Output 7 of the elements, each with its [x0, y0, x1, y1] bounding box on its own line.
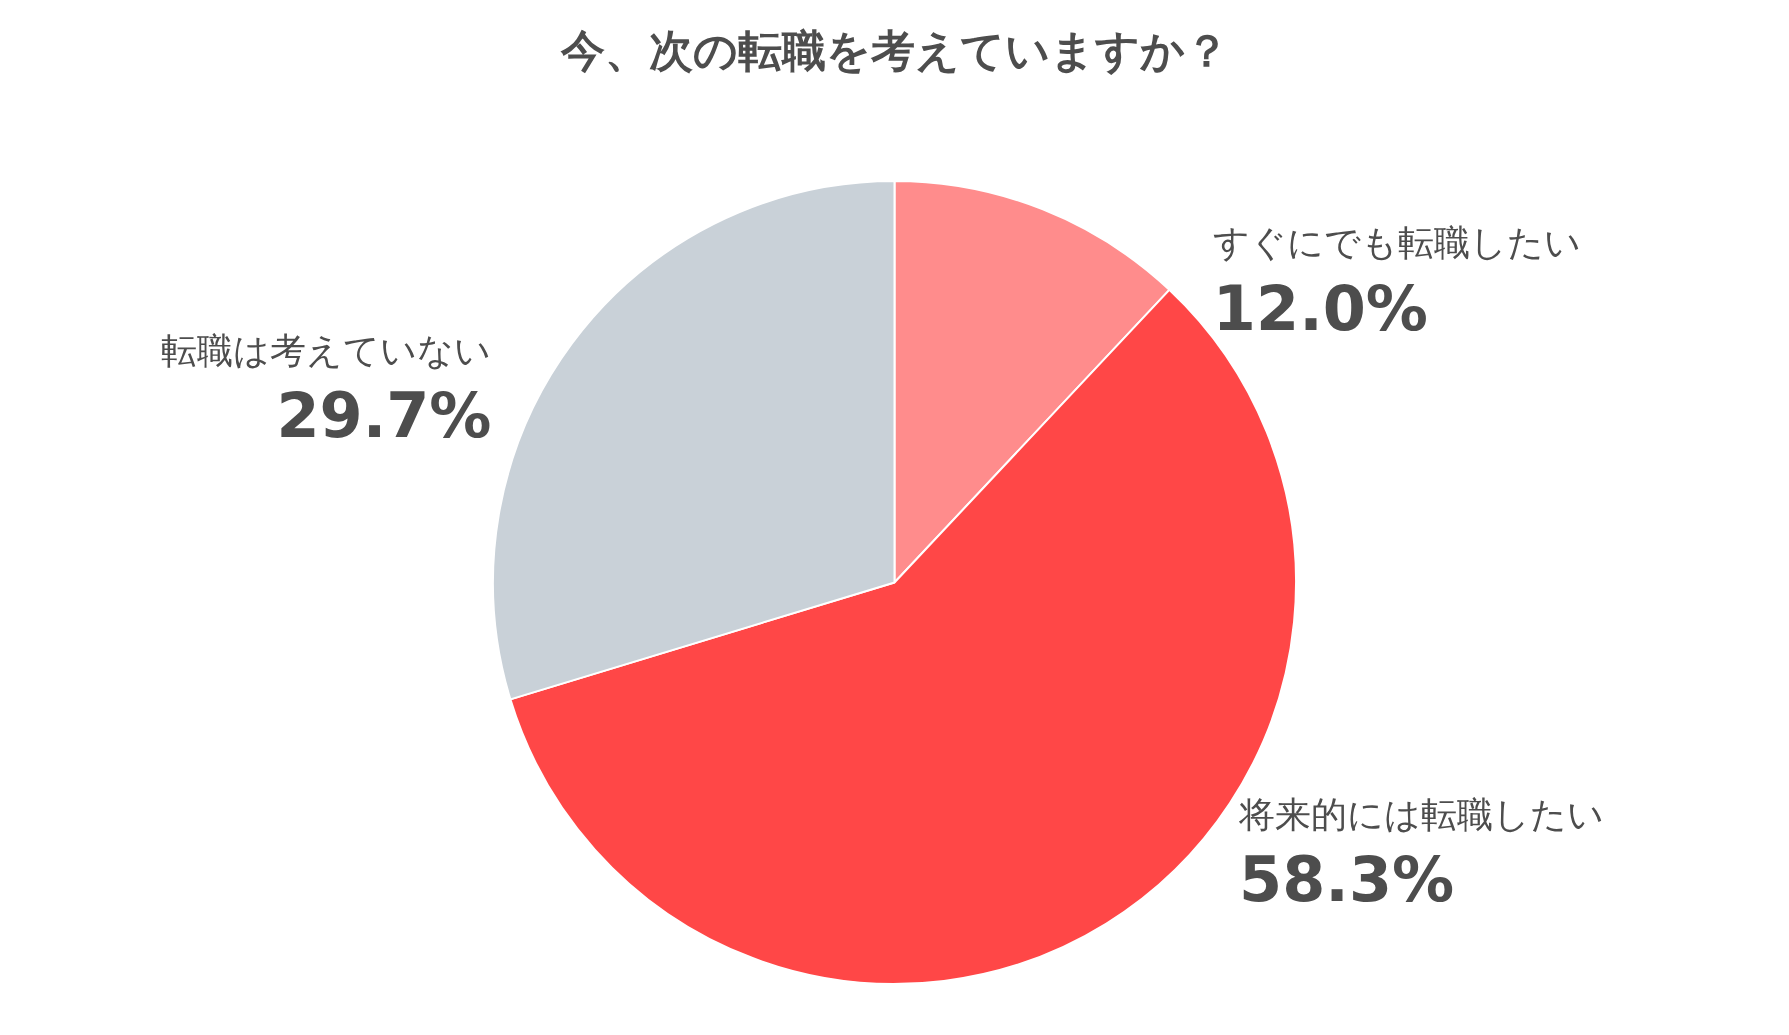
data-label: 12.0%: [1212, 271, 1428, 345]
slice-label: すぐにでも転職したい: [1212, 222, 1581, 264]
slice-label: 転職は考えていない: [161, 329, 492, 371]
slice-label: 将来的には転職したい: [1238, 793, 1605, 835]
chart-title: 今、次の転職を考えていますか？: [559, 24, 1230, 78]
data-label: 58.3%: [1239, 843, 1455, 917]
data-label: 29.7%: [276, 379, 492, 453]
